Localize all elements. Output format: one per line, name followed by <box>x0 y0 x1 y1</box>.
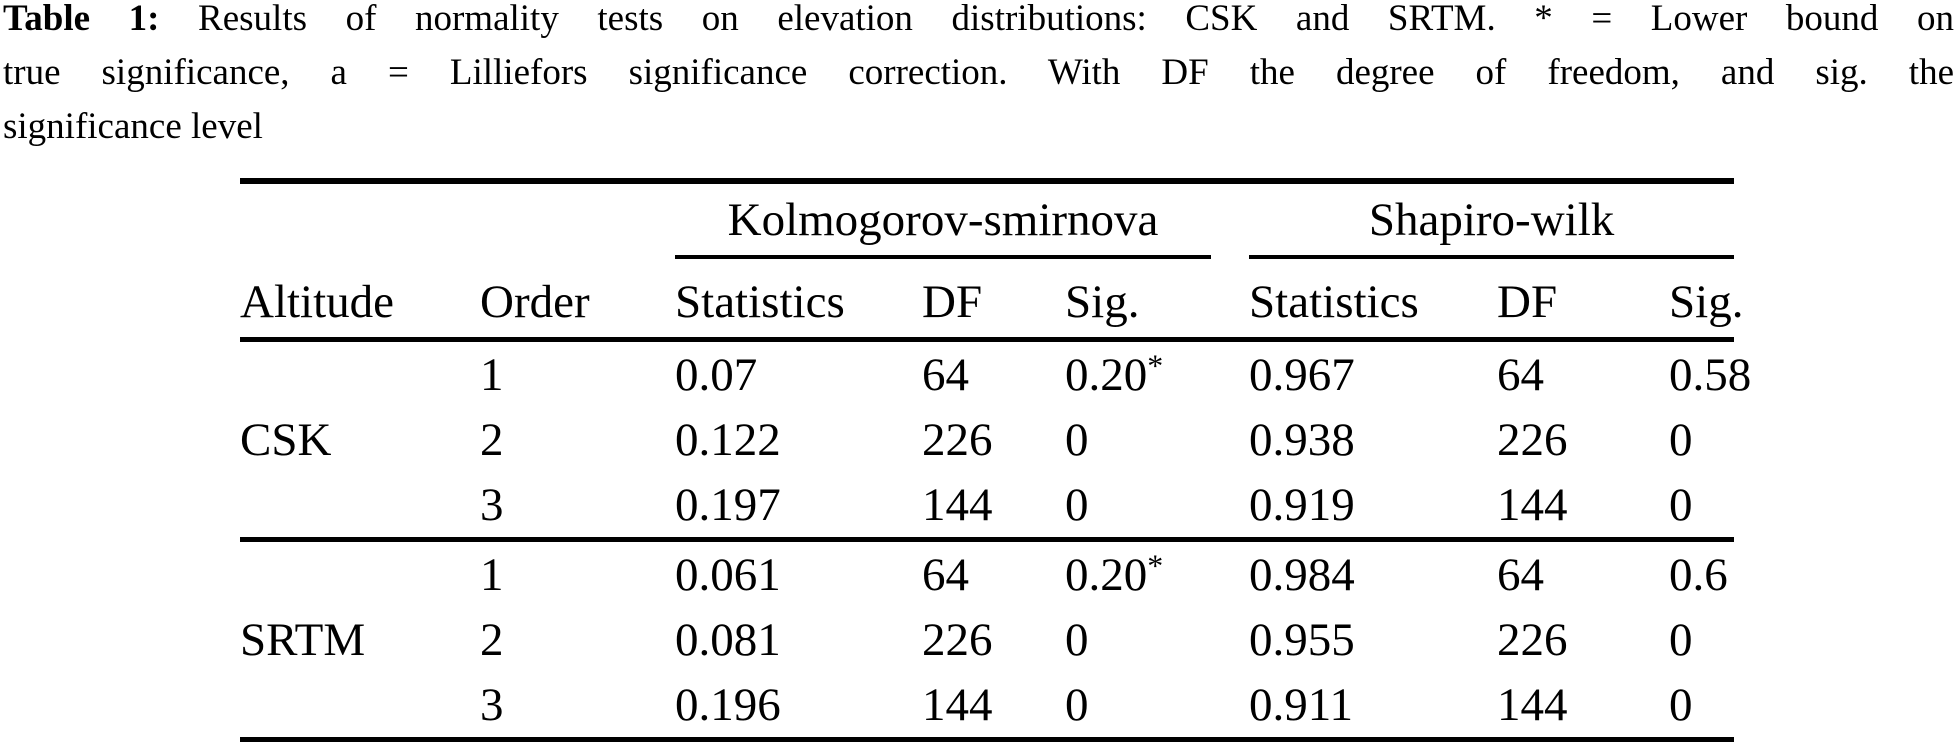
col-header-ks-sig: Sig. <box>1065 259 1250 342</box>
ks-statistics-cell: 0.122 <box>675 413 781 466</box>
shapiro-wilk-rule: Shapiro-wilk <box>1249 184 1735 259</box>
sw-sig-cell: 0 <box>1669 613 1693 666</box>
caption-text-1: Results of normality tests on elevation … <box>198 0 1954 39</box>
table-row: 3 0.196 144 0 0.911 144 0 <box>240 672 1734 741</box>
table-row: 2 0.081 226 0 0.955 226 0 <box>240 607 1734 672</box>
ks-statistics-cell: 0.07 <box>675 348 758 401</box>
ks-statistics-cell: 0.061 <box>675 548 781 601</box>
group-header-kolmogorov-smirnov-label: Kolmogorov-smirnova <box>727 193 1159 246</box>
caption-line-2: true significance, a = Lilliefors signif… <box>3 52 1954 93</box>
sw-df-cell: 144 <box>1497 472 1670 542</box>
sw-sig-cell: 0 <box>1669 678 1693 731</box>
normality-tests-table: Kolmogorov-smirnova Shapiro-wilk Altitud… <box>240 178 1752 742</box>
ks-statistics-cell: 0.197 <box>675 472 922 542</box>
sw-df-cell: 144 <box>1497 678 1568 731</box>
kolmogorov-smirnov-rule: Kolmogorov-smirnova <box>675 184 1212 259</box>
caption-line-3: significance level <box>3 106 263 147</box>
col-header-sw-sig: Sig. <box>1669 259 1743 342</box>
sw-statistics-cell: 0.919 <box>1249 472 1498 542</box>
ks-statistics-cell: 0.196 <box>675 678 781 731</box>
ks-df-cell: 144 <box>922 678 993 731</box>
table-row: 3 0.197 144 0 0.919 144 0 <box>240 472 1735 542</box>
order-cell: 2 <box>480 413 504 466</box>
ks-sig-cell: 0.20* <box>1065 548 1164 601</box>
sw-df-cell: 64 <box>1497 548 1545 601</box>
col-header-ks-df: DF <box>922 259 1065 342</box>
order-cell: 1 <box>480 348 504 401</box>
sw-sig-cell: 0 <box>1669 413 1693 466</box>
caption-line-1: Table 1: Results of normality tests on e… <box>3 0 1954 46</box>
col-header-sw-statistics: Statistics <box>1249 259 1498 342</box>
ks-df-cell: 226 <box>922 613 993 666</box>
ks-df-cell: 226 <box>922 413 993 466</box>
lower-bound-star: * <box>1147 548 1164 584</box>
sw-statistics-cell: 0.911 <box>1249 678 1354 731</box>
table-row: CSK 1 0.07 64 0.20* 0.967 64 0.58 <box>240 339 1752 542</box>
col-header-order: Order <box>480 259 675 342</box>
table-caption: Table 1: Results of normality tests on e… <box>0 0 1954 154</box>
col-header-altitude: Altitude <box>240 259 480 342</box>
sw-sig-cell: 0 <box>1669 472 1735 542</box>
group-header-shapiro-wilk: Shapiro-wilk <box>1249 181 1735 259</box>
sw-statistics-cell: 0.967 <box>1249 348 1355 401</box>
sw-df-cell: 226 <box>1497 613 1568 666</box>
group-header-spacer <box>480 181 675 259</box>
group-header-row: Kolmogorov-smirnova Shapiro-wilk <box>240 181 1735 259</box>
order-cell: 1 <box>480 548 504 601</box>
order-cell: 3 <box>480 678 504 731</box>
sw-statistics-cell: 0.938 <box>1249 413 1355 466</box>
sw-df-cell: 226 <box>1497 413 1568 466</box>
order-cell: 2 <box>480 613 504 666</box>
group-header-shapiro-wilk-label: Shapiro-wilk <box>1368 193 1615 246</box>
col-header-sw-df: DF <box>1497 259 1670 342</box>
lower-bound-star: * <box>1147 348 1164 384</box>
table-row: SRTM 1 0.061 64 0.20* 0.984 64 0.6 <box>240 540 1734 665</box>
table-row: 2 0.122 226 0 0.938 226 0 <box>240 407 1734 472</box>
sw-sig-cell: 0.6 <box>1669 548 1728 601</box>
col-header-ks-statistics: Statistics <box>675 259 922 342</box>
ks-statistics-cell: 0.081 <box>675 613 781 666</box>
column-header-row: Altitude Order Statistics DF Sig. Statis… <box>240 259 1743 342</box>
ks-df-cell: 64 <box>922 348 969 401</box>
ks-df-cell: 64 <box>922 548 969 601</box>
ks-sig-cell: 0 <box>1065 472 1250 542</box>
group-header-spacer <box>240 181 480 259</box>
sw-sig-cell: 0.58 <box>1669 348 1752 401</box>
caption-table-number: Table 1: <box>3 0 160 39</box>
sw-statistics-cell: 0.984 <box>1249 548 1355 601</box>
order-cell: 3 <box>480 472 675 542</box>
ks-sig-cell: 0 <box>1065 613 1089 666</box>
ks-sig-cell: 0 <box>1065 678 1089 731</box>
altitude-label: SRTM <box>240 613 366 666</box>
ks-sig-cell: 0 <box>1065 413 1089 466</box>
altitude-label: CSK <box>240 339 480 542</box>
sw-df-cell: 64 <box>1497 348 1545 401</box>
ks-sig-cell: 0.20* <box>1065 348 1164 401</box>
ks-df-cell: 144 <box>922 472 1065 542</box>
sw-statistics-cell: 0.955 <box>1249 613 1355 666</box>
group-header-kolmogorov-smirnov: Kolmogorov-smirnova <box>675 181 1249 259</box>
